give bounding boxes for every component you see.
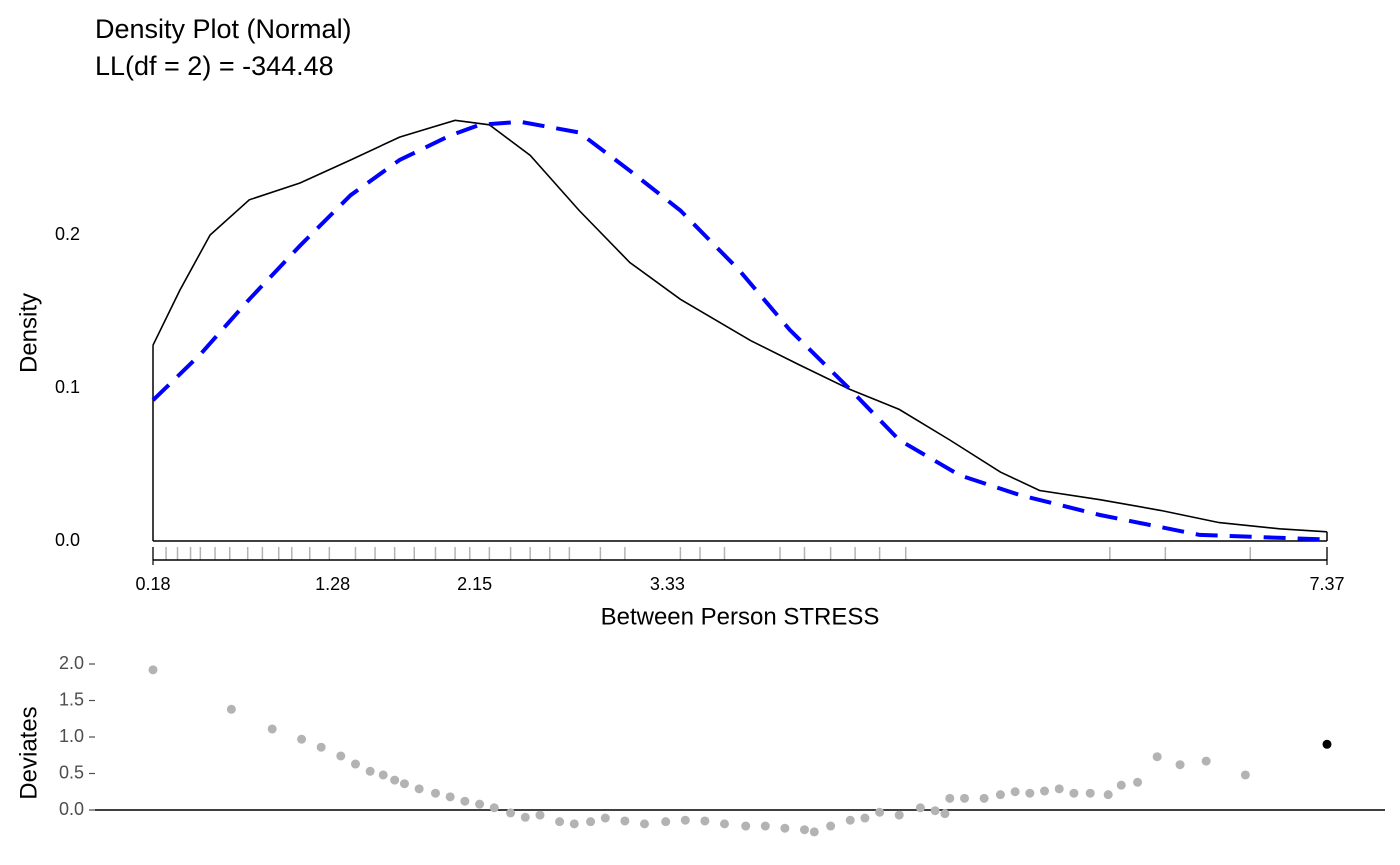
deviate-point: [940, 809, 950, 819]
deviate-point: [680, 815, 690, 825]
x-axis-label: Between Person STRESS: [601, 603, 880, 630]
deviate-point: [1085, 788, 1095, 798]
deviate-point: [1175, 760, 1185, 770]
deviate-point: [489, 803, 499, 813]
deviate-point: [316, 742, 326, 752]
deviate-point: [148, 665, 158, 675]
deviate-point: [845, 815, 855, 825]
deviate-point: [1069, 788, 1079, 798]
deviate-point: [336, 751, 346, 761]
deviate-point: [506, 808, 516, 818]
x-tick-label: 2.15: [457, 574, 492, 594]
deviate-point: [535, 810, 545, 820]
deviate-point: [760, 821, 770, 831]
deviate-point: [1133, 777, 1143, 787]
x-tick-label: 0.18: [135, 574, 170, 594]
deviate-point: [826, 821, 836, 831]
deviate-point: [350, 759, 360, 769]
deviate-point: [555, 817, 565, 827]
deviate-point: [741, 821, 751, 831]
deviate-point: [267, 724, 277, 734]
deviate-point: [809, 827, 819, 837]
deviate-point: [620, 816, 630, 826]
deviate-point: [569, 819, 579, 829]
chart-title: Density Plot (Normal): [95, 14, 352, 44]
density-line: [152, 119, 1328, 533]
deviate-point: [390, 775, 400, 785]
density-line: [151, 119, 1328, 542]
deviate-point: [414, 784, 424, 794]
deviate-point: [1152, 752, 1162, 762]
chart-subtitle: LL(df = 2) = -344.48: [95, 51, 334, 81]
deviate-point: [475, 799, 485, 809]
y-axis-label: Deviates: [15, 706, 42, 799]
deviate-point: [894, 810, 904, 820]
deviate-point: [960, 793, 970, 803]
deviate-point: [780, 823, 790, 833]
deviate-point: [365, 766, 375, 776]
deviate-point: [1116, 780, 1126, 790]
deviate-point: [860, 813, 870, 823]
deviate-point: [945, 793, 955, 803]
deviate-point: [226, 704, 236, 714]
y-tick-label: 0.2: [55, 224, 80, 244]
deviate-point: [719, 819, 729, 829]
y-tick-label: 0.5: [59, 762, 84, 782]
deviate-point: [1201, 756, 1211, 766]
deviate-point: [586, 817, 596, 827]
x-tick-label: 1.28: [315, 574, 350, 594]
deviate-point: [1103, 790, 1113, 800]
y-tick-label: 0.0: [55, 530, 80, 550]
deviate-point: [799, 825, 809, 835]
x-tick-label: 3.33: [650, 574, 685, 594]
y-tick-label: 1.0: [59, 726, 84, 746]
deviate-point: [430, 788, 440, 798]
deviate-point: [995, 790, 1005, 800]
deviate-point: [399, 779, 409, 789]
deviate-point: [1010, 787, 1020, 797]
deviate-point: [378, 770, 388, 780]
deviate-point: [875, 807, 885, 817]
deviate-point: [979, 793, 989, 803]
deviate-point: [1054, 784, 1064, 794]
y-tick-label: 1.5: [59, 689, 84, 709]
y-tick-label: 0.1: [55, 377, 80, 397]
deviate-point: [460, 796, 470, 806]
deviate-point: [1240, 770, 1250, 780]
deviate-point: [930, 806, 940, 816]
deviate-point: [297, 734, 307, 744]
deviate-point: [1025, 788, 1035, 798]
deviate-point: [661, 817, 671, 827]
deviate-point: [520, 812, 530, 822]
deviate-point: [1322, 739, 1332, 749]
deviate-point: [700, 816, 710, 826]
deviate-point: [600, 813, 610, 823]
deviate-point: [639, 819, 649, 829]
deviate-point: [1040, 786, 1050, 796]
y-tick-label: 0.0: [59, 799, 84, 819]
y-axis-label: Density: [15, 293, 42, 373]
x-tick-label: 7.37: [1309, 574, 1344, 594]
y-tick-label: 2.0: [59, 653, 84, 673]
deviate-point: [915, 803, 925, 813]
deviate-point: [445, 792, 455, 802]
